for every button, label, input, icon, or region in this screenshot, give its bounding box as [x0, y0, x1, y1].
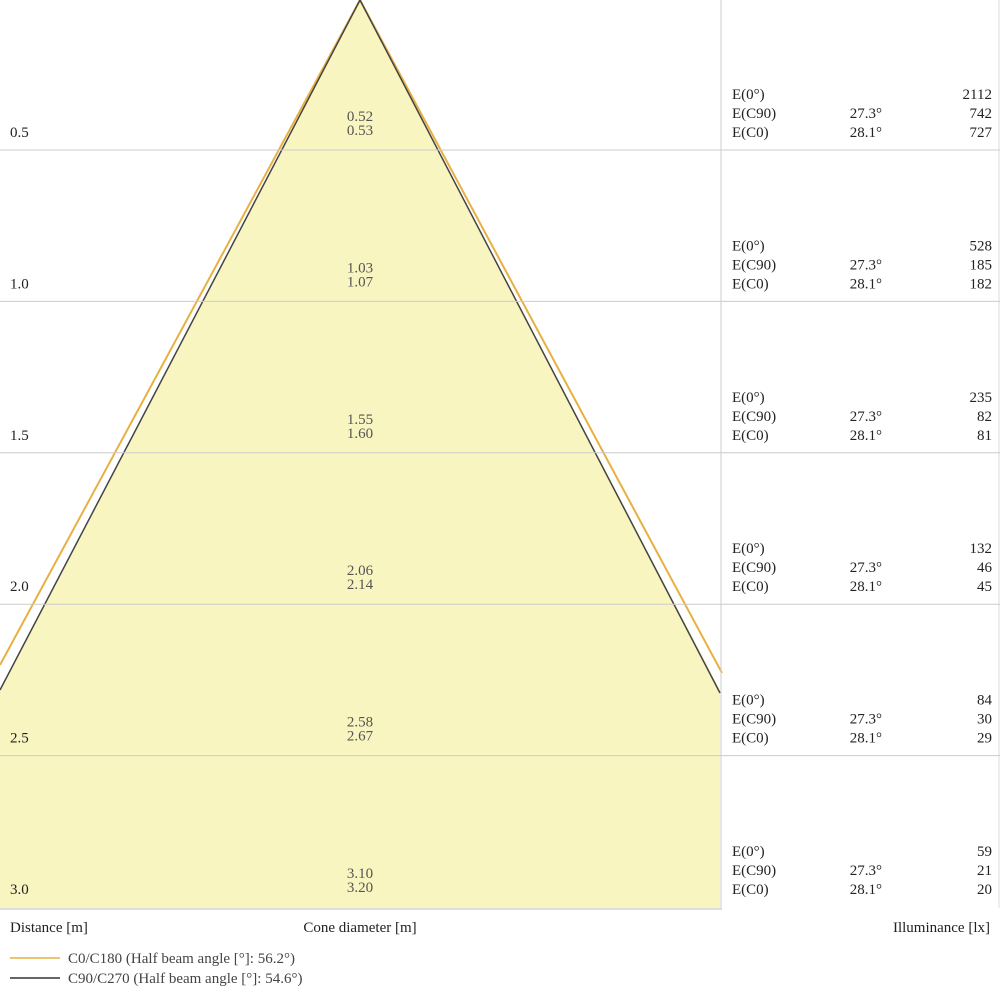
- angle: 27.3°: [850, 863, 882, 879]
- illuminance-value: 84: [977, 693, 993, 709]
- cone-diameter: 2.67: [347, 729, 374, 745]
- illuminance-label: E(C90): [732, 106, 776, 122]
- illuminance-value: 30: [977, 712, 992, 728]
- cone-diameter: 3.10: [347, 866, 373, 882]
- angle: 27.3°: [850, 560, 882, 576]
- cone-diameter: 1.60: [347, 426, 373, 442]
- axis-label: Cone diameter [m]: [303, 920, 416, 936]
- angle: 28.1°: [850, 276, 882, 292]
- illuminance-value: 45: [977, 579, 992, 595]
- illuminance-value: 2112: [963, 87, 992, 103]
- cone-diameter: 1.03: [347, 260, 373, 276]
- illuminance-label: E(C0): [732, 579, 769, 595]
- angle: 28.1°: [850, 579, 882, 595]
- illuminance-value: 132: [970, 541, 993, 557]
- distance-label: 2.5: [10, 731, 29, 747]
- illuminance-label: E(C0): [732, 125, 769, 141]
- illuminance-value: 528: [970, 238, 993, 254]
- legend-label: C0/C180 (Half beam angle [°]: 56.2°): [68, 951, 295, 967]
- cone-diameter: 1.55: [347, 412, 373, 428]
- illuminance-value: 46: [977, 560, 993, 576]
- cone-edge-c90: [0, 0, 361, 691]
- illuminance-value: 81: [977, 428, 992, 444]
- illuminance-value: 29: [977, 731, 992, 747]
- cone-edge-c0: [359, 0, 723, 674]
- illuminance-label: E(C90): [732, 712, 776, 728]
- illuminance-value: 21: [977, 863, 992, 879]
- illuminance-value: 182: [970, 276, 993, 292]
- illuminance-label: E(C0): [732, 731, 769, 747]
- cone-diameter: 2.58: [347, 715, 373, 731]
- angle: 28.1°: [850, 882, 882, 898]
- angle: 28.1°: [850, 428, 882, 444]
- illuminance-value: 20: [977, 882, 992, 898]
- angle: 28.1°: [850, 125, 882, 141]
- angle: 27.3°: [850, 106, 882, 122]
- cone-diameter: 1.07: [347, 274, 374, 290]
- distance-label: 2.0: [10, 579, 29, 595]
- cone-fill: [0, 0, 720, 908]
- illuminance-label: E(C0): [732, 882, 769, 898]
- angle: 28.1°: [850, 731, 882, 747]
- cone-edge-c0: [0, 0, 361, 666]
- angle: 27.3°: [850, 409, 882, 425]
- illuminance-label: E(0°): [732, 541, 765, 557]
- illuminance-value: 82: [977, 409, 992, 425]
- cone-diameter: 0.53: [347, 123, 373, 139]
- cone-diameter: 3.20: [347, 880, 373, 896]
- illuminance-value: 59: [977, 844, 992, 860]
- illuminance-value: 185: [970, 257, 993, 273]
- illuminance-label: E(0°): [732, 238, 765, 254]
- illuminance-value: 235: [970, 390, 993, 406]
- angle: 27.3°: [850, 257, 882, 273]
- illuminance-label: E(0°): [732, 693, 765, 709]
- cone-diameter: 0.52: [347, 109, 373, 125]
- distance-label: 3.0: [10, 882, 29, 898]
- cone-edge-c90: [359, 0, 721, 694]
- distance-label: 0.5: [10, 125, 29, 141]
- illuminance-label: E(C90): [732, 257, 776, 273]
- illuminance-label: E(C0): [732, 428, 769, 444]
- illuminance-label: E(C90): [732, 409, 776, 425]
- angle: 27.3°: [850, 712, 882, 728]
- illuminance-label: E(C90): [732, 560, 776, 576]
- cone-diameter: 2.14: [347, 577, 374, 593]
- cone-diameter: 2.06: [347, 563, 374, 579]
- distance-label: 1.5: [10, 428, 29, 444]
- illuminance-value: 727: [970, 125, 993, 141]
- axis-label: Illuminance [lx]: [893, 920, 990, 936]
- legend-label: C90/C270 (Half beam angle [°]: 54.6°): [68, 971, 302, 987]
- illuminance-label: E(0°): [732, 87, 765, 103]
- illuminance-label: E(C90): [732, 863, 776, 879]
- illuminance-label: E(0°): [732, 390, 765, 406]
- axis-label: Distance [m]: [10, 920, 88, 936]
- distance-label: 1.0: [10, 276, 29, 292]
- illuminance-label: E(C0): [732, 276, 769, 292]
- illuminance-label: E(0°): [732, 844, 765, 860]
- illuminance-value: 742: [970, 106, 993, 122]
